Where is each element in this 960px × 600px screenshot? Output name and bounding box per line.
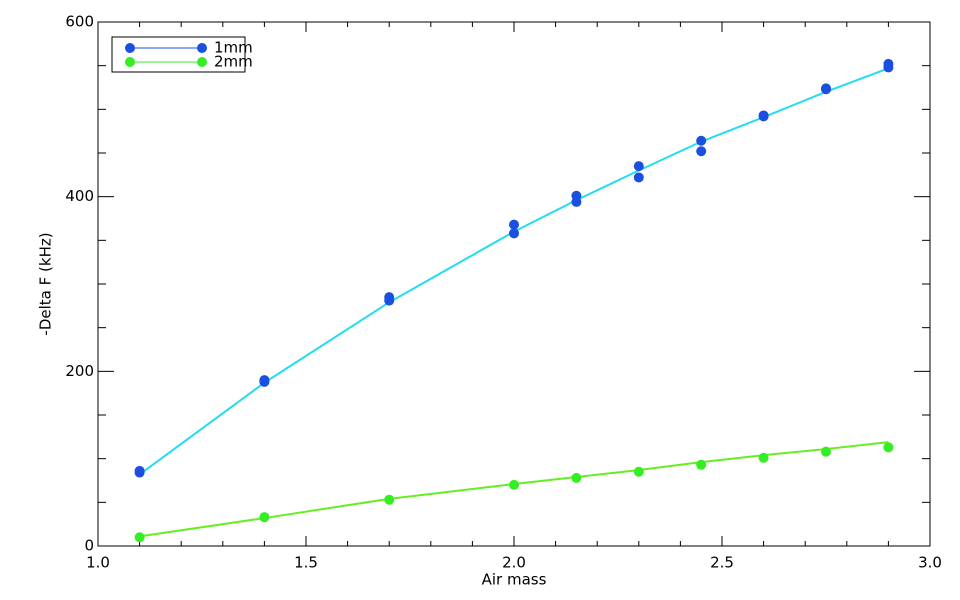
legend-label: 1mm [214, 39, 253, 57]
data-point [633, 172, 644, 183]
legend-label: 2mm [214, 53, 253, 71]
data-point [696, 135, 707, 146]
y-tick-label: 400 [65, 187, 94, 205]
data-point [259, 375, 270, 386]
data-point [134, 532, 145, 543]
fit-line [139, 67, 889, 476]
data-point [571, 472, 582, 483]
legend-marker [197, 43, 207, 53]
data-point [821, 446, 831, 457]
data-point [883, 442, 894, 453]
y-tick-label: 200 [65, 362, 94, 380]
data-point [696, 146, 707, 157]
data-point [509, 479, 519, 490]
data-point [696, 459, 707, 470]
x-tick-label: 2.5 [710, 554, 734, 572]
x-axis-title: Air mass [482, 571, 547, 589]
legend-marker [125, 43, 135, 53]
legend-box [111, 36, 246, 73]
x-tick-label: 2.0 [502, 554, 526, 572]
data-point [384, 295, 395, 306]
y-axis-title: -Delta F (kHz) [37, 232, 55, 335]
data-point [509, 228, 519, 239]
data-point [509, 219, 519, 230]
data-point [758, 111, 769, 122]
data-point [259, 512, 270, 523]
data-point [134, 465, 145, 476]
y-tick-label: 0 [84, 537, 94, 555]
fit-line [139, 441, 889, 538]
data-point [633, 466, 644, 477]
data-point [821, 84, 831, 95]
y-tick-label: 600 [65, 13, 94, 31]
legend-marker [125, 57, 135, 67]
x-tick-label: 1.5 [294, 554, 318, 572]
x-tick-label: 3.0 [918, 554, 942, 572]
legend-marker [197, 57, 207, 67]
data-point [758, 452, 769, 463]
x-tick-label: 1.0 [86, 554, 110, 572]
data-point [633, 161, 644, 172]
data-point [384, 494, 395, 505]
data-point [571, 196, 582, 207]
data-point [883, 62, 894, 73]
